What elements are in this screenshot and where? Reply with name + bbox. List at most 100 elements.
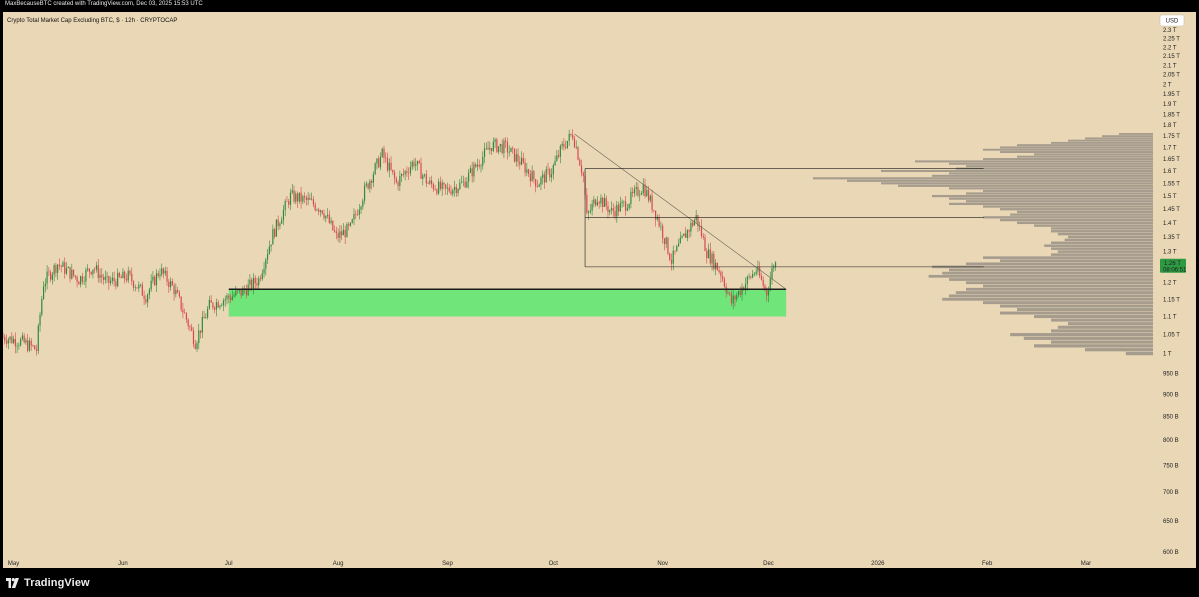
candle-body [402,174,404,175]
candle-body [669,253,671,260]
candle-body [487,147,489,150]
candle-body [266,254,269,260]
candle-body [95,265,98,270]
price-chart[interactable]: 2.3 T 2.25 T 2.2 T 2.15 T 2.1 T 2.05 T 2 T 1.95… [3,12,1196,568]
price-tick-label: 1.9 T [1163,102,1177,108]
candle-body [166,270,168,282]
time-axis[interactable]: May Jun Jul Aug Sep Oct Nov Dec 2026 Feb Mar [8,561,1091,567]
chart-title: Crypto Total Market Cap Excluding BTC, $… [7,18,177,24]
price-tick-label: 800 B [1163,438,1179,444]
candle-body [468,172,470,182]
candle-body [737,291,740,296]
candle-body [460,182,463,183]
candle-body [662,225,664,239]
candle-body [274,229,276,237]
price-tick-label: 700 B [1163,490,1179,496]
candle-body [53,265,55,275]
volume-profile-bar [1017,144,1153,147]
candle-body [596,202,599,206]
candle-body [709,249,711,264]
candle-body [212,302,214,308]
volume-profile-bar [949,278,1153,281]
candle-body [113,277,115,282]
candle-body [277,219,279,227]
volume-profile-bar [1034,224,1153,227]
candle-body [3,336,4,338]
candle-body [60,265,62,267]
candle-body [74,275,76,278]
candle-body [483,148,486,157]
price-axis[interactable]: 2.3 T 2.25 T 2.2 T 2.15 T 2.1 T 2.05 T 2 T 1.95… [1163,28,1180,556]
volume-profile-bar [1000,259,1153,263]
candle-body [282,209,285,221]
candle-body [272,229,274,245]
candle-body [603,198,606,207]
volume-profile-bar [966,287,1153,291]
tradingview-logo[interactable]: TradingView [6,577,90,589]
price-tick-label: 1.05 T [1163,333,1180,339]
volume-profile-bar [1010,213,1153,216]
volume-profile-bar [983,158,1153,161]
candle-body [693,220,696,226]
candle-body [319,210,322,212]
candle-body [256,283,258,286]
candle-body [392,169,394,173]
candle-body [335,231,337,234]
price-tick-label: 1.15 T [1163,297,1180,303]
candle-body [356,214,359,215]
candle-body [681,236,683,238]
price-tick-label: 750 B [1163,463,1179,469]
candle-body [355,214,357,215]
candle-body [415,164,417,166]
price-tick-label: 1.2 T [1163,281,1177,287]
candle-body [369,180,371,189]
candle-body [71,269,73,279]
volume-profile-bar [1051,253,1153,256]
candle-body [240,289,242,296]
volume-profile-bar [983,256,1153,259]
candle-body [307,197,309,200]
candle-body [111,277,113,281]
countdown-label: 08:06:51 [1163,267,1187,273]
candle-body [51,274,53,280]
candle-body [326,214,329,216]
candle-body [404,171,406,175]
candle-body [670,259,673,264]
candle-body [101,274,103,278]
candle-body [755,271,757,274]
candle-body [769,278,771,291]
candle-body [431,180,433,185]
candle-body [478,164,480,167]
price-tick-label: 900 B [1163,392,1179,398]
candle-body [325,215,327,219]
candle-body [711,253,713,264]
price-tick-label: 1.55 T [1163,181,1180,187]
candle-body [143,295,145,300]
price-tick-label: 2.05 T [1163,73,1180,79]
price-tick-label: 1.7 T [1163,145,1177,151]
candle-body [579,159,581,166]
candle-body [169,281,172,288]
candle-body [475,164,477,167]
candle-body [245,289,248,296]
candle-body [446,187,449,189]
candle-body [665,237,667,245]
volume-profile-bar [881,182,1153,185]
candle-body [589,210,591,212]
price-tick-label: 2.15 T [1163,54,1180,60]
candle-body [633,189,636,194]
candle-body [154,276,156,286]
candle-body [293,190,295,202]
candle-body [65,268,68,274]
candle-body [81,276,83,282]
candle-body [554,160,556,166]
currency-button[interactable]: USD [1159,14,1185,27]
candle-body [642,184,644,193]
candle-body [23,335,25,343]
candle-body [37,325,39,351]
candle-body [512,147,514,149]
volume-profile-bar [1017,221,1153,225]
volume-profile-bar [1034,344,1153,348]
candle-body [409,166,412,174]
volume-profile-bar [1051,241,1153,245]
